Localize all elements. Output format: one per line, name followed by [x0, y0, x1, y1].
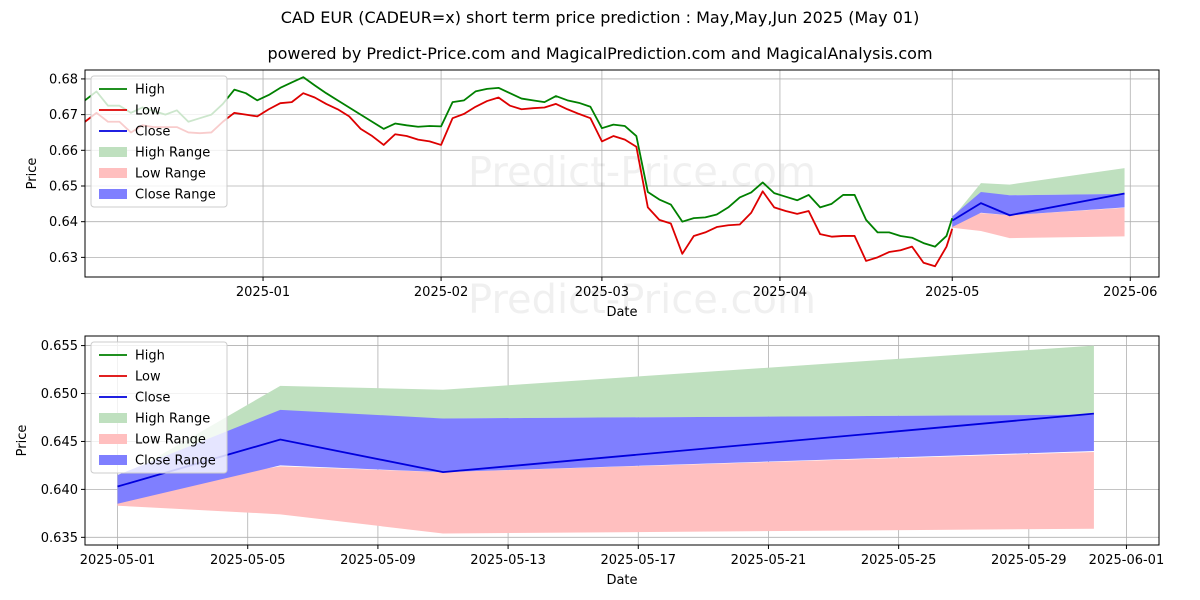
panel1-legend-label-1: Low: [135, 104, 161, 119]
panel1-legend-key-4: [99, 168, 127, 178]
panel1-y-tick-label: 0.65: [49, 179, 78, 194]
panel2-x-tick-label: 2025-06-01: [1089, 553, 1165, 568]
panel1-x-tick-label: 2025-05: [925, 285, 979, 300]
panel1-legend-key-5: [99, 189, 127, 199]
panel2-legend-label-4: Low Range: [135, 433, 206, 448]
panel1-x-tick-label: 2025-06: [1103, 285, 1157, 300]
panel2-x-tick-label: 2025-05-05: [210, 553, 286, 568]
panel2-y-tick-label: 0.635: [41, 531, 78, 546]
panel1-legend-label-4: Low Range: [135, 167, 206, 182]
panel1-watermark-lower: Predict-Price.com: [468, 277, 816, 323]
panel1-legend-label-0: High: [135, 83, 165, 98]
panel2-legend-label-3: High Range: [135, 412, 210, 427]
panel2-x-tick-label: 2025-05-29: [991, 553, 1067, 568]
panel2-high-range-band: [117, 345, 1094, 490]
panel1-legend-label-3: High Range: [135, 146, 210, 161]
panel2-legend-label-5: Close Range: [135, 454, 216, 469]
panel2-legend-label-2: Close: [135, 391, 170, 406]
panel1-x-tick-label: 2025-04: [753, 285, 807, 300]
panel2-x-tick-label: 2025-05-01: [80, 553, 156, 568]
panel2-y-tick-label: 0.645: [41, 435, 78, 450]
panel1-low-series-line: [84, 92, 954, 268]
panel2-y-axis-label: Price: [15, 425, 30, 457]
panel2-x-tick-label: 2025-05-17: [600, 553, 676, 568]
panel1-x-tick-label: 2025-02: [414, 285, 468, 300]
panel1-y-tick-label: 0.67: [49, 108, 78, 123]
panel2-x-axis-label: Date: [606, 573, 637, 588]
panel1-y-tick-label: 0.68: [49, 72, 78, 87]
panel2-y-tick-label: 0.640: [41, 483, 78, 498]
panel2-x-tick-label: 2025-05-09: [340, 553, 416, 568]
panel1-y-axis-label: Price: [25, 158, 40, 190]
panel1-x-tick-label: 2025-01: [236, 285, 290, 300]
panel1-legend-key-3: [99, 147, 127, 157]
chart-subtitle: powered by Predict-Price.com and Magical…: [267, 44, 933, 63]
panel1-high-range-band: [952, 168, 1125, 222]
panel1-y-tick-label: 0.66: [49, 144, 78, 159]
panel1-plot-frame: [84, 69, 1160, 278]
panel2-low-range-band: [117, 452, 1094, 534]
panel1-x-tick-label: 2025-03: [575, 285, 629, 300]
panel2-x-tick-label: 2025-05-13: [470, 553, 546, 568]
panel2-plot-frame: [84, 335, 1160, 546]
panel1-low-range-band: [952, 207, 1125, 239]
panel1-close-series-line: [951, 192, 1125, 222]
panel2-legend-key-5: [99, 455, 127, 465]
panel1-legend-label-2: Close: [135, 125, 170, 140]
panel1-x-axis-label: Date: [606, 305, 637, 320]
panel1-y-tick-label: 0.63: [49, 251, 78, 266]
panel2-legend-label-0: High: [135, 349, 165, 364]
panel1-legend-label-5: Close Range: [135, 188, 216, 203]
panel2-legend-key-4: [99, 434, 127, 444]
panel1-high-series-line: [84, 76, 954, 248]
panel2-legend-key-3: [99, 413, 127, 423]
chart-title: CAD EUR (CADEUR=x) short term price pred…: [280, 8, 920, 27]
panel1-y-tick-label: 0.64: [49, 215, 78, 230]
panel2-legend-label-1: Low: [135, 370, 161, 385]
panel2-x-tick-label: 2025-05-25: [861, 553, 937, 568]
panel2-x-tick-label: 2025-05-21: [731, 553, 807, 568]
panel2-y-tick-label: 0.655: [41, 339, 78, 354]
panel2-y-tick-label: 0.650: [41, 387, 78, 402]
